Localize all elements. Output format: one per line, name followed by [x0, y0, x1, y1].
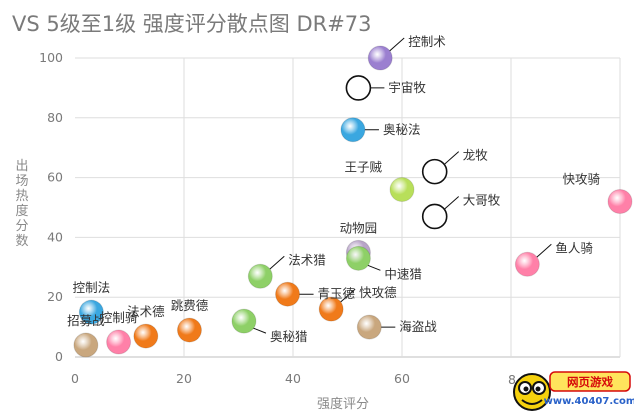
leader-line: [443, 151, 460, 165]
point-label: 快攻骑: [562, 172, 600, 187]
leader-line: [269, 255, 285, 270]
y-axis-title-char: 分: [15, 219, 28, 234]
point-label: 奥秘法: [383, 122, 421, 137]
data-point: [176, 317, 202, 343]
point-label: 宇宙牧: [388, 80, 426, 95]
grid: [75, 57, 621, 358]
x-tick-label: 60: [394, 371, 410, 386]
watermark-text: 网页游戏: [567, 375, 613, 389]
point-label: 动物园: [340, 220, 378, 235]
point-label: 法术德: [127, 304, 165, 319]
y-tick-label: 20: [47, 289, 63, 304]
data-point: [607, 189, 633, 215]
data-point: [106, 329, 132, 355]
point-label: 快攻德: [359, 285, 397, 300]
x-tick-label: 20: [176, 371, 192, 386]
point-label: 王子贼: [344, 160, 382, 175]
point-label: 控制法: [73, 280, 111, 295]
watermark-site: www.40407.com: [544, 396, 634, 407]
data-point: [345, 245, 371, 271]
data-point: [247, 263, 273, 289]
data-point: [421, 158, 448, 185]
y-axis-title-char: 数: [15, 234, 28, 249]
site-watermark: 8 网页游戏 www.40407.com: [508, 371, 634, 411]
point-label: 龙牧: [463, 148, 489, 163]
axis-ticks: 0 20 40 60 80 100 0 20 40 60: [39, 50, 410, 386]
data-point: [345, 75, 372, 101]
leader-line: [367, 264, 381, 271]
point-label: 控制骑: [100, 310, 138, 325]
x-tick-label: 0: [71, 371, 79, 386]
data-point: [367, 45, 393, 71]
point-label: 奥秘猎: [270, 329, 308, 344]
point-label: 招募战: [67, 313, 105, 328]
point-label: 青玉德: [318, 286, 356, 301]
chart-title: VS 5级至1级 强度评分散点图 DR#73: [12, 12, 372, 36]
leader-lines: [253, 37, 552, 334]
y-tick-label: 80: [47, 110, 63, 125]
leader-line: [536, 243, 552, 258]
point-label: 中速猎: [384, 266, 422, 281]
y-tick-label: 0: [55, 349, 63, 364]
leader-line: [389, 37, 405, 52]
data-points: [73, 45, 633, 358]
leader-line: [443, 196, 460, 210]
point-label: 跳费德: [171, 298, 209, 313]
data-point: [340, 117, 366, 143]
data-point: [318, 296, 344, 322]
mascot-logo-icon: [513, 373, 551, 411]
x-tick-label: 40: [285, 371, 301, 386]
point-label: 大哥牧: [463, 192, 501, 207]
partial-x-tick: 8: [508, 372, 516, 387]
y-axis-title-char: 度: [15, 203, 28, 219]
data-point: [356, 314, 382, 340]
data-point: [133, 323, 159, 349]
point-label: 法术猎: [288, 252, 326, 267]
y-axis-title-char: 热: [15, 189, 28, 204]
point-label: 鱼人骑: [555, 240, 593, 255]
y-tick-label: 40: [47, 229, 63, 244]
watermark-badge: [549, 371, 631, 392]
data-point: [514, 251, 540, 277]
point-label: 海盗战: [399, 319, 437, 334]
y-axis-title-char: 场: [15, 174, 28, 189]
leader-line: [340, 288, 356, 303]
leader-line: [253, 327, 267, 334]
data-point: [231, 308, 257, 334]
data-point: [78, 299, 104, 325]
y-axis-title-char: 出: [15, 159, 28, 174]
data-point: [275, 281, 301, 307]
point-label: 控制术: [408, 34, 446, 49]
data-point: [389, 177, 415, 203]
y-tick-label: 100: [39, 50, 63, 65]
y-tick-label: 60: [47, 170, 63, 185]
data-point: [73, 332, 99, 358]
data-point: [421, 203, 448, 230]
x-axis-title: 强度评分: [317, 396, 369, 412]
